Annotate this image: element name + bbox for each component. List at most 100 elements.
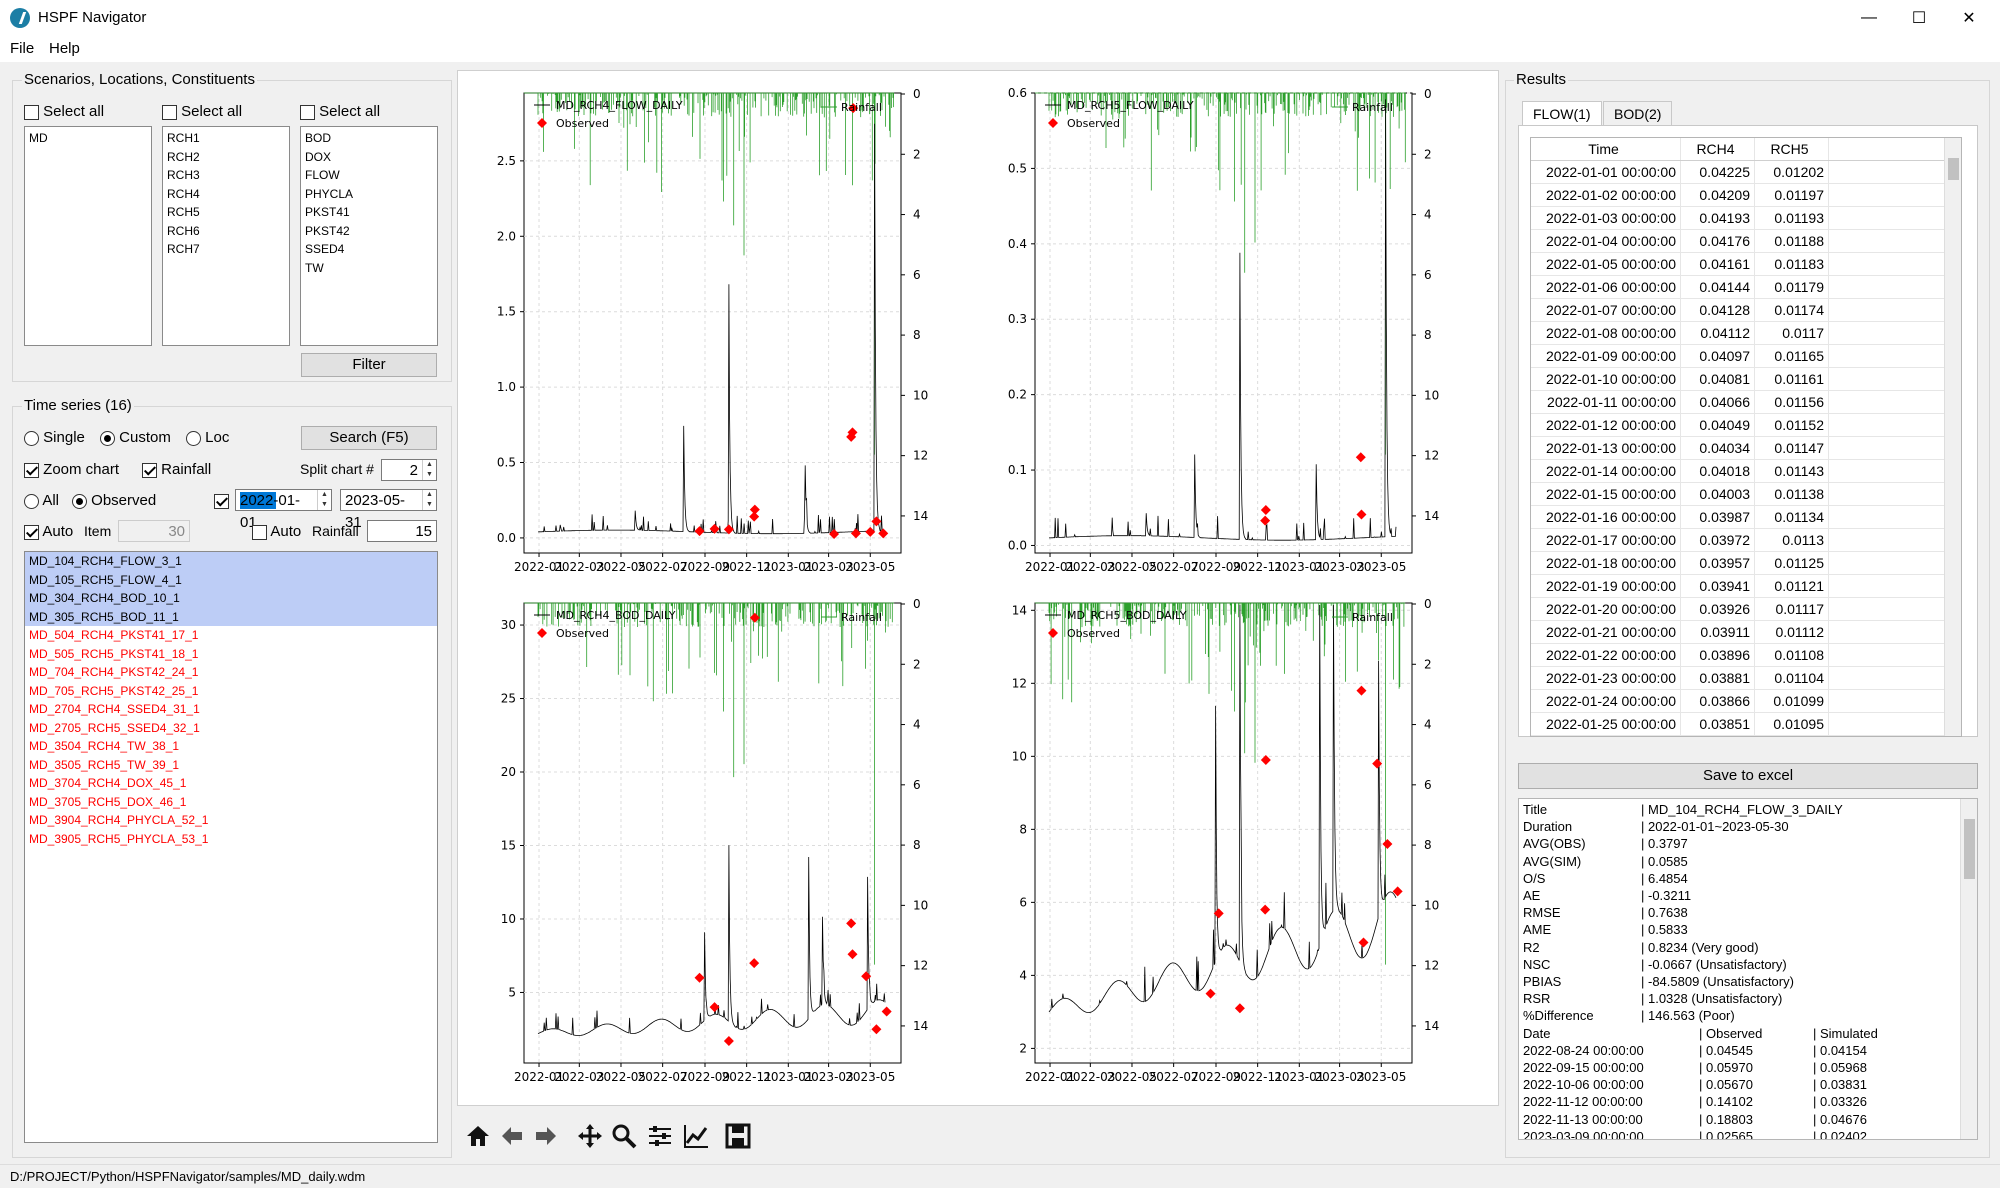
constituent-item[interactable]: FLOW — [305, 168, 340, 182]
split-chart-spinbox[interactable]: 2 ▲ ▼ — [381, 459, 437, 481]
minimize-button[interactable]: — — [1861, 9, 1877, 26]
table-row[interactable]: 2022-01-04 00:00:00 0.04176 0.01188 — [1531, 230, 1961, 253]
results-scroll-thumb[interactable] — [1948, 158, 1959, 180]
location-item[interactable]: RCH6 — [167, 223, 200, 238]
show-all-radio[interactable] — [24, 493, 39, 509]
constituent-item[interactable]: PKST42 — [305, 223, 350, 238]
location-item[interactable]: RCH3 — [167, 168, 200, 182]
table-row[interactable]: 2022-01-09 00:00:00 0.04097 0.01165 — [1531, 345, 1961, 368]
constituent-item[interactable]: TW — [305, 260, 324, 275]
rainfall-option[interactable]: Rainfall — [142, 461, 211, 478]
constituent-item[interactable]: PHYCLA — [305, 186, 354, 201]
mode-custom-radio[interactable] — [100, 430, 115, 446]
mode-single[interactable]: Single — [24, 429, 85, 446]
constituent-item[interactable]: SSED4 — [305, 242, 345, 256]
table-row[interactable]: 2022-01-24 00:00:00 0.03866 0.01099 — [1531, 690, 1961, 713]
col-rch4-header[interactable]: RCH4 — [1681, 138, 1755, 160]
col-time-header[interactable]: Time — [1531, 138, 1681, 160]
timeseries-list[interactable]: MD_104_RCH4_FLOW_3_1 MD_105_RCH5_FLOW_4_… — [24, 551, 438, 1143]
edit-lines-icon[interactable] — [681, 1121, 711, 1151]
stats-panel[interactable]: Title | MD_104_RCH4_FLOW_3_DAILY Duration |… — [1518, 798, 1978, 1140]
select-all-scenarios-checkbox[interactable] — [24, 104, 39, 120]
spin-arrows-icon[interactable]: ▲ ▼ — [422, 460, 436, 480]
show-all-option[interactable]: All — [24, 492, 59, 509]
rainfall-checkbox[interactable] — [142, 462, 157, 478]
table-row[interactable]: 2022-01-22 00:00:00 0.03896 0.01108 — [1531, 644, 1961, 667]
auto-rainfall-checkbox[interactable] — [252, 524, 267, 540]
table-row[interactable]: 2022-01-17 00:00:00 0.03972 0.0113 — [1531, 529, 1961, 552]
constituent-item[interactable]: DOX — [305, 149, 332, 164]
item-count-field[interactable]: 30 — [118, 520, 190, 542]
table-row[interactable]: 2022-01-01 00:00:00 0.04225 0.01202 — [1531, 161, 1961, 184]
zoom-icon[interactable] — [609, 1121, 639, 1151]
timeseries-item[interactable]: MD_105_RCH5_FLOW_4_1 — [25, 570, 437, 589]
tab-flow[interactable]: FLOW(1) — [1522, 101, 1602, 127]
maximize-button[interactable]: ☐ — [1911, 10, 1927, 27]
timeseries-item[interactable]: MD_3704_RCH4_DOX_45_1 — [29, 776, 187, 790]
configure-icon[interactable] — [645, 1121, 675, 1151]
table-row[interactable]: 2022-01-05 00:00:00 0.04161 0.01183 — [1531, 253, 1961, 276]
table-row[interactable]: 2022-01-15 00:00:00 0.04003 0.01138 — [1531, 483, 1961, 506]
zoom-chart-option[interactable]: Zoom chart — [24, 461, 119, 478]
start-date-field[interactable]: 2022-01-01 ▲ ▼ — [235, 489, 332, 531]
close-button[interactable]: ✕ — [1962, 10, 1976, 27]
mode-custom[interactable]: Custom — [100, 429, 171, 446]
scenario-listbox[interactable]: MD — [24, 126, 152, 346]
table-row[interactable]: 2022-01-21 00:00:00 0.03911 0.01112 — [1531, 621, 1961, 644]
results-scrollbar[interactable] — [1944, 138, 1961, 736]
table-row[interactable]: 2022-01-20 00:00:00 0.03926 0.01117 — [1531, 598, 1961, 621]
timeseries-item[interactable]: MD_505_RCH5_PKST41_18_1 — [29, 646, 199, 661]
tab-bod[interactable]: BOD(2) — [1603, 101, 1673, 127]
mode-loc-radio[interactable] — [186, 430, 201, 446]
location-item[interactable]: RCH2 — [167, 149, 200, 164]
table-row[interactable]: 2022-01-06 00:00:00 0.04144 0.01179 — [1531, 276, 1961, 299]
forward-arrow-icon[interactable] — [531, 1121, 561, 1151]
search-button[interactable]: Search (F5) — [301, 426, 437, 450]
timeseries-item[interactable]: MD_504_RCH4_PKST41_17_1 — [29, 628, 199, 642]
table-row[interactable]: 2022-01-25 00:00:00 0.03851 0.01095 — [1531, 713, 1961, 736]
back-arrow-icon[interactable] — [497, 1121, 527, 1151]
timeseries-item[interactable]: MD_2705_RCH5_SSED4_32_1 — [29, 720, 200, 735]
table-row[interactable]: 2022-01-16 00:00:00 0.03987 0.01134 — [1531, 506, 1961, 529]
timeseries-item[interactable]: MD_104_RCH4_FLOW_3_1 — [25, 552, 437, 571]
timeseries-item[interactable]: MD_2704_RCH4_SSED4_31_1 — [29, 702, 200, 716]
timeseries-item[interactable]: MD_3505_RCH5_TW_39_1 — [29, 757, 180, 772]
constituent-item[interactable]: BOD — [305, 131, 332, 145]
date-range-check[interactable] — [214, 493, 229, 509]
mode-loc[interactable]: Loc — [186, 429, 229, 446]
table-row[interactable]: 2022-01-03 00:00:00 0.04193 0.01193 — [1531, 207, 1961, 230]
select-all-constituents-checkbox[interactable] — [300, 104, 315, 120]
auto-rainfall-option[interactable]: Auto — [252, 523, 301, 540]
select-all-locations-checkbox[interactable] — [162, 104, 177, 120]
timeseries-item[interactable]: MD_304_RCH4_BOD_10_1 — [25, 589, 437, 608]
constituent-item[interactable]: PKST41 — [305, 205, 350, 219]
timeseries-item[interactable]: MD_3705_RCH5_DOX_46_1 — [29, 794, 187, 809]
table-row[interactable]: 2022-01-08 00:00:00 0.04112 0.0117 — [1531, 322, 1961, 345]
results-table[interactable]: Time RCH4 RCH5 2022-01-01 00:00:00 0.0422… — [1530, 137, 1962, 737]
pan-icon[interactable] — [575, 1121, 605, 1151]
location-item[interactable]: RCH7 — [167, 242, 200, 256]
stats-scroll-thumb[interactable] — [1964, 819, 1975, 879]
location-item[interactable]: RCH1 — [167, 131, 200, 145]
plot-canvas[interactable]: 2022-01 2022-03 2022-05 2022-07 2022-09 2022-… — [457, 70, 1499, 1106]
mode-single-radio[interactable] — [24, 430, 39, 446]
constituent-listbox[interactable]: BOD DOX FLOW PHYCLA PKST41 PKST42 SSED4 … — [300, 126, 438, 346]
rainfall-count-field[interactable]: 15 — [367, 520, 437, 542]
show-observed-option[interactable]: Observed — [72, 492, 156, 509]
save-icon[interactable] — [723, 1121, 753, 1151]
location-item[interactable]: RCH5 — [167, 205, 200, 219]
end-date-spin-icon[interactable]: ▲ ▼ — [422, 490, 436, 510]
menu-help[interactable]: Help — [49, 40, 80, 57]
timeseries-item[interactable]: MD_705_RCH5_PKST42_25_1 — [29, 683, 199, 698]
start-date-spin-icon[interactable]: ▲ ▼ — [317, 490, 331, 510]
table-row[interactable]: 2022-01-19 00:00:00 0.03941 0.01121 — [1531, 575, 1961, 598]
zoom-chart-checkbox[interactable] — [24, 462, 39, 478]
show-observed-radio[interactable] — [72, 493, 87, 509]
table-row[interactable]: 2022-01-23 00:00:00 0.03881 0.01104 — [1531, 667, 1961, 690]
timeseries-item[interactable]: MD_704_RCH4_PKST42_24_1 — [29, 665, 199, 679]
table-row[interactable]: 2022-01-14 00:00:00 0.04018 0.01143 — [1531, 460, 1961, 483]
timeseries-item[interactable]: MD_3905_RCH5_PHYCLA_53_1 — [29, 831, 209, 846]
stats-scrollbar[interactable] — [1960, 799, 1977, 1139]
table-row[interactable]: 2022-01-07 00:00:00 0.04128 0.01174 — [1531, 299, 1961, 322]
home-icon[interactable] — [463, 1121, 493, 1151]
